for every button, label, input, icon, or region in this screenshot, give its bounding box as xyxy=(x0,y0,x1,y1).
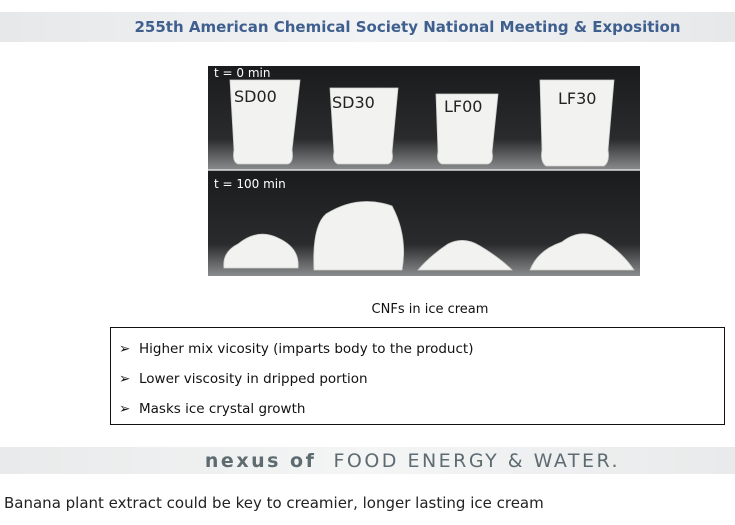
bullet-text: Masks ice crystal growth xyxy=(139,401,306,417)
bullet-text: Higher mix vicosity (imparts body to the… xyxy=(139,341,474,357)
article-headline[interactable]: Banana plant extract could be key to cre… xyxy=(4,494,544,512)
sample-label: SD00 xyxy=(234,87,277,106)
footer-rest: FOOD ENERGY & WATER. xyxy=(333,450,621,472)
footer-band: nexus of FOOD ENERGY & WATER. xyxy=(0,447,735,474)
slide-caption: CNFs in ice cream xyxy=(371,302,489,317)
footer-lead: nexus of xyxy=(204,450,317,472)
header-band: 255th American Chemical Society National… xyxy=(0,12,735,42)
sample-label: LF00 xyxy=(444,97,482,116)
bullet: ➢ Lower viscosity in dripped portion xyxy=(119,371,368,387)
header-title: 255th American Chemical Society National… xyxy=(134,18,681,36)
time-label: t = 0 min xyxy=(214,66,270,80)
ice-cream-photo: t = 0 min t = 100 min SD00 SD30 LF00 LF3… xyxy=(208,66,640,276)
footer-text: nexus of FOOD ENERGY & WATER. xyxy=(0,450,735,472)
bullet: ➢ Masks ice crystal growth xyxy=(119,401,306,417)
sample-label: LF30 xyxy=(558,89,596,108)
sample-label: SD30 xyxy=(332,93,375,112)
time-label: t = 100 min xyxy=(214,177,286,191)
bullet: ➢ Higher mix vicosity (imparts body to th… xyxy=(119,341,474,357)
bullet-box: ➢ Higher mix vicosity (imparts body to th… xyxy=(110,327,725,425)
bullet-text: Lower viscosity in dripped portion xyxy=(139,371,368,387)
